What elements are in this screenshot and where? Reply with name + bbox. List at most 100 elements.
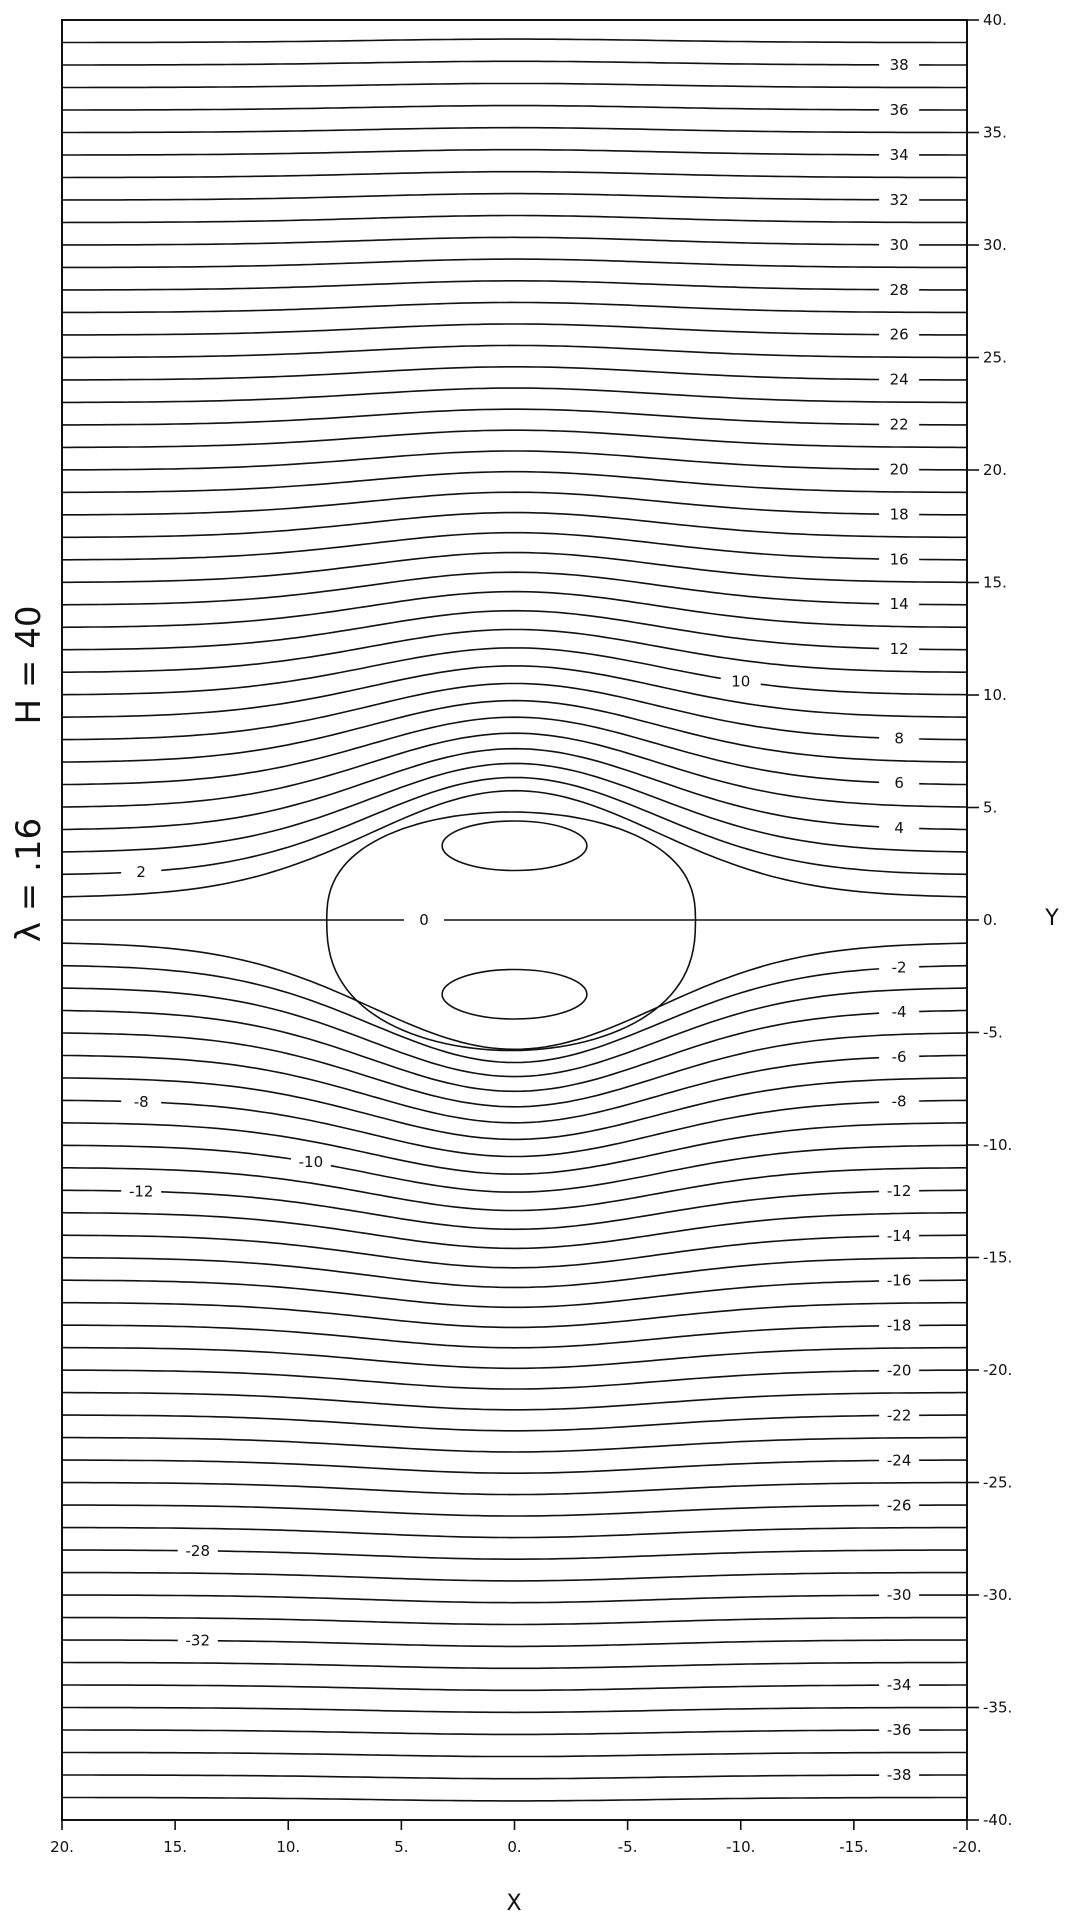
contour-label: 12 <box>890 640 909 658</box>
contour-label-mask <box>879 1092 920 1111</box>
contour-label-mask <box>879 1361 920 1380</box>
contour-line <box>61 1077 968 1141</box>
contour-label: -28 <box>186 1542 211 1560</box>
contour-label: -8 <box>134 1093 149 1111</box>
contour-line <box>61 1234 968 1269</box>
contour-line <box>61 571 968 606</box>
contour-label: 22 <box>890 416 909 434</box>
contour-label-mask <box>879 774 920 793</box>
contour-label: 14 <box>890 595 909 613</box>
y-tick-label: -35. <box>983 1699 1012 1717</box>
contour-line <box>62 301 967 314</box>
contour-label-mask <box>879 1182 920 1201</box>
contour-line <box>61 1009 968 1093</box>
contour-line <box>61 762 968 853</box>
y-tick-label: 20. <box>983 461 1007 479</box>
contour-label: 32 <box>890 191 909 209</box>
x-tick-label: 15. <box>163 1838 187 1856</box>
y-tick-label: -10. <box>983 1136 1012 1154</box>
contour-label: 16 <box>890 550 909 568</box>
contour-label-mask <box>879 1676 920 1695</box>
contour-lines <box>61 38 968 1802</box>
contour-line <box>61 776 968 876</box>
contour-label: -2 <box>892 959 907 977</box>
contour-line <box>62 387 967 404</box>
parameter-labels: H = 40 λ = .16 <box>9 606 49 943</box>
contour-line <box>62 126 967 134</box>
contour-line <box>62 408 967 426</box>
contour-label-mask <box>879 325 920 344</box>
contour-label-mask <box>879 958 920 977</box>
contour-label-mask <box>879 145 920 164</box>
contour-line <box>61 732 968 808</box>
contour-line <box>62 1301 967 1329</box>
recirculation-eddies <box>325 811 697 1052</box>
x-tick-label: -5. <box>618 1838 638 1856</box>
contour-line <box>62 1706 967 1714</box>
contour-line <box>61 1032 968 1108</box>
contour-line <box>62 1324 967 1349</box>
contour-label-mask <box>121 1092 162 1111</box>
contour-label-mask <box>879 505 920 524</box>
contour-label-mask <box>879 550 920 569</box>
contour-label-mask <box>121 1182 162 1201</box>
contour-label: 6 <box>894 774 904 792</box>
contour-label: 36 <box>890 101 909 119</box>
contour-label: -10 <box>299 1153 324 1171</box>
contour-label: 0 <box>419 911 429 929</box>
contour-line <box>61 747 968 831</box>
contour-label-mask <box>879 1047 920 1066</box>
eddy-contour-2 <box>441 968 588 1020</box>
x-tick-label: 10. <box>276 1838 300 1856</box>
contour-line <box>62 609 967 651</box>
contour-label-mask <box>879 460 920 479</box>
contour-line <box>62 323 967 336</box>
contour-line <box>62 1414 967 1432</box>
contour-label-mask <box>879 1451 920 1470</box>
contour-line <box>61 1346 968 1370</box>
contour-line <box>62 1436 967 1453</box>
contour-label-mask <box>177 1541 218 1560</box>
contour-line <box>62 104 967 111</box>
contour-line <box>62 148 967 156</box>
contour-line <box>62 1571 967 1582</box>
contour-line <box>62 1099 967 1158</box>
contour-line <box>62 1054 967 1124</box>
contour-line <box>62 531 967 561</box>
contour-label-mask <box>879 818 920 837</box>
contour-label: -30 <box>887 1586 912 1604</box>
contour-line <box>62 1796 967 1802</box>
contour-label: 38 <box>890 56 909 74</box>
contour-line <box>62 429 967 449</box>
contour-line <box>62 682 967 741</box>
contour-line <box>61 1211 968 1250</box>
separatrix-lower <box>325 919 697 1052</box>
contour-line <box>61 450 968 471</box>
contour-line <box>62 1751 967 1758</box>
contour-line <box>62 258 967 269</box>
x-tick-label: -15. <box>839 1838 868 1856</box>
x-axis-ticks: 20. 15. 10. 5. 0. -5. -10. -15. -20. <box>50 1820 982 1856</box>
parameter-h: H = 40 <box>9 606 49 725</box>
contour-label-mask <box>879 1766 920 1785</box>
contour-label: -18 <box>887 1317 912 1335</box>
y-axis-title: Y <box>1044 906 1059 931</box>
x-tick-label: 0. <box>507 1838 521 1856</box>
contour-label: -20 <box>887 1362 912 1380</box>
contour-line <box>61 214 968 224</box>
y-tick-label: 10. <box>983 686 1007 704</box>
contour-label-mask <box>879 1496 920 1515</box>
contour-label-mask <box>879 1003 920 1022</box>
contour-line <box>61 964 968 1064</box>
y-tick-label: 0. <box>983 911 997 929</box>
eddy-contour-1 <box>441 820 588 872</box>
contour-line <box>62 280 967 291</box>
contour-label: -12 <box>887 1182 912 1200</box>
contour-line <box>62 170 967 179</box>
contour-label-mask <box>879 55 920 74</box>
contour-label-mask <box>879 235 920 254</box>
contour-label: 10 <box>731 672 750 690</box>
contour-label: -22 <box>887 1406 912 1424</box>
contour-label-mask <box>720 672 761 691</box>
contour-label-mask <box>879 1316 920 1335</box>
